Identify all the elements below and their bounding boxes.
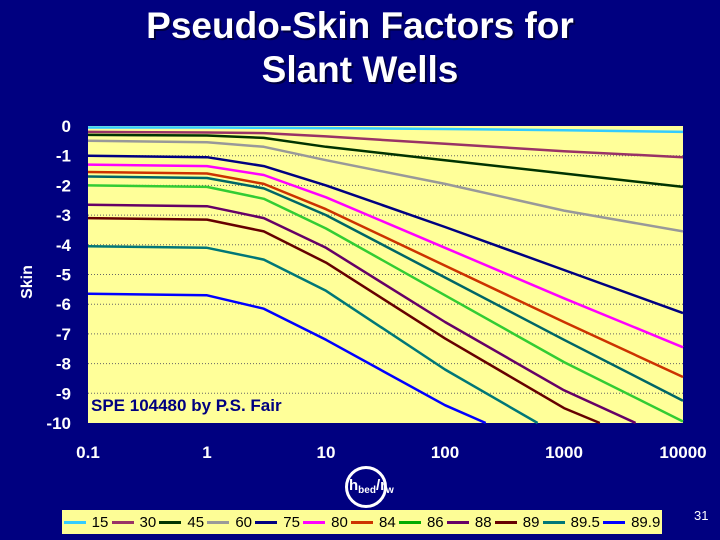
legend-swatch — [159, 520, 182, 524]
x-tick-label: 100 — [431, 443, 459, 462]
legend-label: 60 — [235, 513, 253, 531]
series-line-89-9 — [87, 292, 487, 425]
legend-item: 84 — [351, 514, 396, 531]
legend: 15 30 45 60 75 80 84 86 88 89 89.5 89.9 — [62, 510, 662, 534]
legend-label: 89 — [522, 513, 540, 531]
legend-item: 89 — [494, 513, 540, 531]
legend-label: 75 — [283, 513, 300, 531]
legend-item: 88 — [446, 513, 492, 531]
series-line-45 — [87, 133, 684, 189]
x-label-main: h — [349, 477, 359, 494]
title-line-1: Pseudo-Skin Factors for — [146, 5, 574, 46]
series-lines — [87, 126, 684, 425]
series-line-89 — [87, 203, 637, 425]
legend-swatch — [111, 520, 134, 524]
legend-label: 30 — [139, 513, 157, 531]
y-tick-label: 0 — [62, 117, 71, 136]
y-tick-label: -2 — [56, 176, 71, 195]
series-line-84 — [87, 170, 684, 379]
x-tick-label: 10000 — [659, 443, 706, 462]
chart-svg: 0 -1 -2 -3 -4 -5 -6 -7 -8 -9 -10 0.1 1 10 100 1000 1000… — [46, 117, 706, 462]
y-tick-label: -1 — [56, 147, 71, 166]
series-line-89-5 — [87, 216, 601, 425]
series-line-15 — [88, 126, 684, 134]
y-tick-label: -4 — [56, 236, 72, 255]
chart-title: Pseudo-Skin Factors for Slant Wells — [0, 4, 720, 92]
x-label-sub2: w — [385, 485, 394, 496]
x-tick-label: 1000 — [545, 443, 583, 462]
y-tick-label: -9 — [56, 384, 71, 403]
y-tick-label: -7 — [56, 325, 71, 344]
legend-item: 15 — [63, 513, 109, 531]
legend-swatch — [351, 520, 374, 524]
series-line-60 — [87, 139, 684, 233]
legend-item: 86 — [398, 513, 444, 531]
legend-swatch — [207, 520, 230, 524]
y-tick-label: -5 — [56, 266, 71, 285]
legend-label: 80 — [331, 513, 348, 531]
series-line-75 — [87, 154, 684, 315]
x-axis-label: hbed/rw — [343, 466, 429, 508]
legend-label: 86 — [426, 513, 444, 531]
x-tick-label: 1 — [202, 443, 211, 462]
source-annotation: SPE 104480 by P.S. Fair — [91, 396, 282, 415]
legend-swatch — [398, 520, 421, 524]
legend-label: 88 — [474, 513, 492, 531]
x-axis-label-text: hbed/rw — [349, 477, 394, 496]
y-tick-label: -3 — [56, 206, 71, 225]
legend-swatch — [494, 520, 517, 524]
legend-label: 89.5 — [570, 513, 600, 531]
series-line-89-9 — [87, 245, 539, 425]
legend-swatch — [303, 520, 326, 524]
legend-item: 75 — [255, 514, 300, 531]
y-tick-label: -8 — [56, 355, 71, 374]
legend-item: 45 — [159, 514, 204, 531]
legend-item: 80 — [303, 514, 348, 531]
y-tick-labels: 0 -1 -2 -3 -4 -5 -6 -7 -8 -9 -10 — [46, 117, 71, 433]
x-label-sub1: bed — [358, 485, 376, 496]
legend-item: 89.9 — [603, 514, 660, 531]
x-tick-label: 10 — [317, 443, 336, 462]
legend-swatch — [603, 520, 626, 524]
series-line-30 — [87, 130, 684, 159]
legend-label: 84 — [379, 513, 396, 531]
legend-item: 60 — [207, 514, 252, 531]
x-tick-label: 0.1 — [76, 443, 100, 462]
series-line-80 — [87, 163, 684, 349]
legend-swatch — [446, 520, 469, 524]
y-tick-label: -10 — [46, 414, 71, 433]
x-tick-labels: 0.1 1 10 100 1000 10000 — [76, 443, 706, 462]
x-label-mid: /r — [375, 477, 386, 494]
legend-swatch — [542, 520, 565, 524]
legend-item: 89.5 — [542, 513, 600, 531]
highlight-circle — [345, 466, 387, 508]
legend-label: 89.9 — [631, 513, 661, 531]
series-line-86 — [87, 175, 684, 402]
legend-swatch — [255, 520, 278, 524]
page-number: 31 — [694, 508, 709, 523]
legend-item: 30 — [111, 513, 157, 531]
title-line-2: Slant Wells — [261, 49, 459, 90]
y-tick-label: -6 — [56, 295, 71, 314]
legend-label: 15 — [91, 513, 109, 531]
legend-label: 45 — [187, 513, 205, 531]
legend-swatch — [63, 520, 86, 524]
series-line-88 — [87, 184, 684, 423]
